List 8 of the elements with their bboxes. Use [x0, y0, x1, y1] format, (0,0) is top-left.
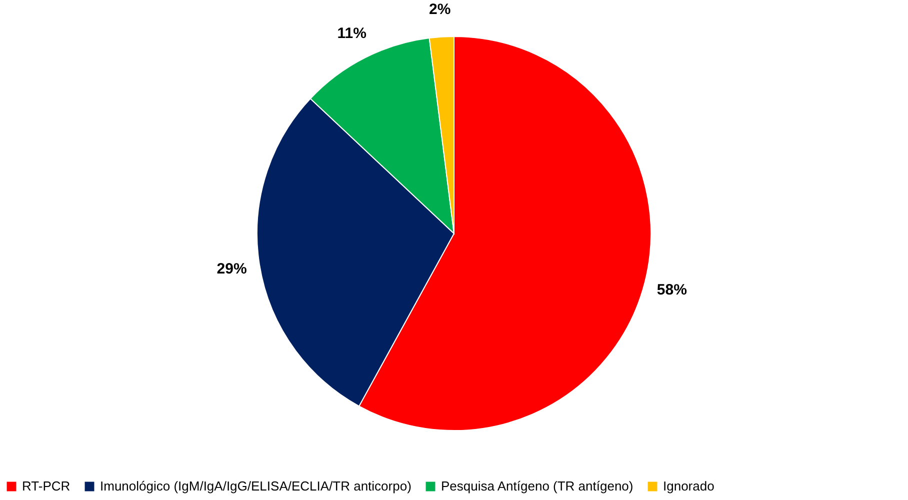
data-label: 11% — [337, 25, 366, 42]
data-label: 2% — [429, 0, 451, 18]
legend-label: Pesquisa Antígeno (TR antígeno) — [441, 478, 634, 494]
legend-label: RT-PCR — [22, 478, 70, 494]
legend-label: Imunológico (IgM/IgA/IgG/ELISA/ECLIA/TR anticorpo) — [100, 478, 412, 494]
data-label: 29% — [216, 260, 247, 278]
data-label: 58% — [656, 281, 687, 298]
legend-label: Ignorado — [663, 478, 714, 494]
